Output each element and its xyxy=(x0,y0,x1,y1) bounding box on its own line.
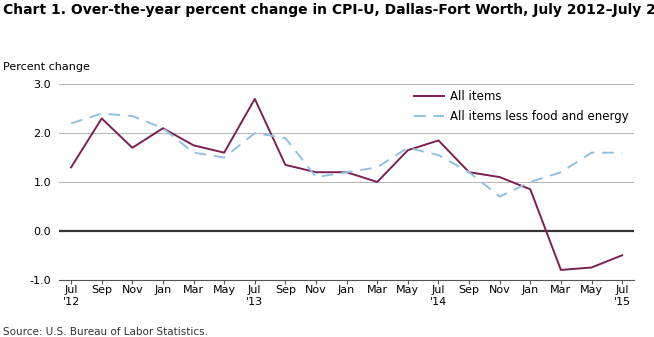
All items xyxy=(373,180,381,184)
All items less food and energy xyxy=(496,194,504,198)
All items less food and energy xyxy=(159,126,167,130)
All items less food and energy xyxy=(281,136,289,140)
All items xyxy=(434,139,442,143)
Line: All items less food and energy: All items less food and energy xyxy=(71,114,622,196)
All items xyxy=(587,266,595,270)
All items xyxy=(343,170,351,174)
All items less food and energy xyxy=(587,151,595,155)
All items xyxy=(251,97,259,101)
All items less food and energy xyxy=(465,170,473,174)
All items less food and energy xyxy=(190,151,198,155)
All items less food and energy xyxy=(434,153,442,157)
All items less food and energy xyxy=(220,156,228,160)
All items xyxy=(465,170,473,174)
All items xyxy=(159,126,167,130)
All items less food and energy xyxy=(404,146,412,150)
All items xyxy=(557,268,565,272)
All items less food and energy xyxy=(312,175,320,179)
Legend: All items, All items less food and energy: All items, All items less food and energ… xyxy=(415,90,628,123)
All items xyxy=(404,148,412,152)
All items less food and energy xyxy=(343,170,351,174)
Line: All items: All items xyxy=(71,99,622,270)
All items less food and energy xyxy=(618,151,626,155)
All items less food and energy xyxy=(373,165,381,170)
All items xyxy=(496,175,504,179)
All items less food and energy xyxy=(98,112,106,116)
Text: Percent change: Percent change xyxy=(3,62,90,72)
All items xyxy=(312,170,320,174)
All items xyxy=(281,163,289,167)
All items less food and energy xyxy=(67,121,75,125)
All items less food and energy xyxy=(128,114,136,118)
Text: Source: U.S. Bureau of Labor Statistics.: Source: U.S. Bureau of Labor Statistics. xyxy=(3,327,208,337)
All items less food and energy xyxy=(251,131,259,135)
All items xyxy=(190,143,198,147)
All items xyxy=(98,117,106,121)
Text: Chart 1. Over-the-year percent change in CPI-U, Dallas-Fort Worth, July 2012–Jul: Chart 1. Over-the-year percent change in… xyxy=(3,3,654,18)
All items less food and energy xyxy=(557,170,565,174)
All items xyxy=(220,151,228,155)
All items xyxy=(618,253,626,257)
All items less food and energy xyxy=(526,180,534,184)
All items xyxy=(67,165,75,170)
All items xyxy=(526,187,534,191)
All items xyxy=(128,146,136,150)
